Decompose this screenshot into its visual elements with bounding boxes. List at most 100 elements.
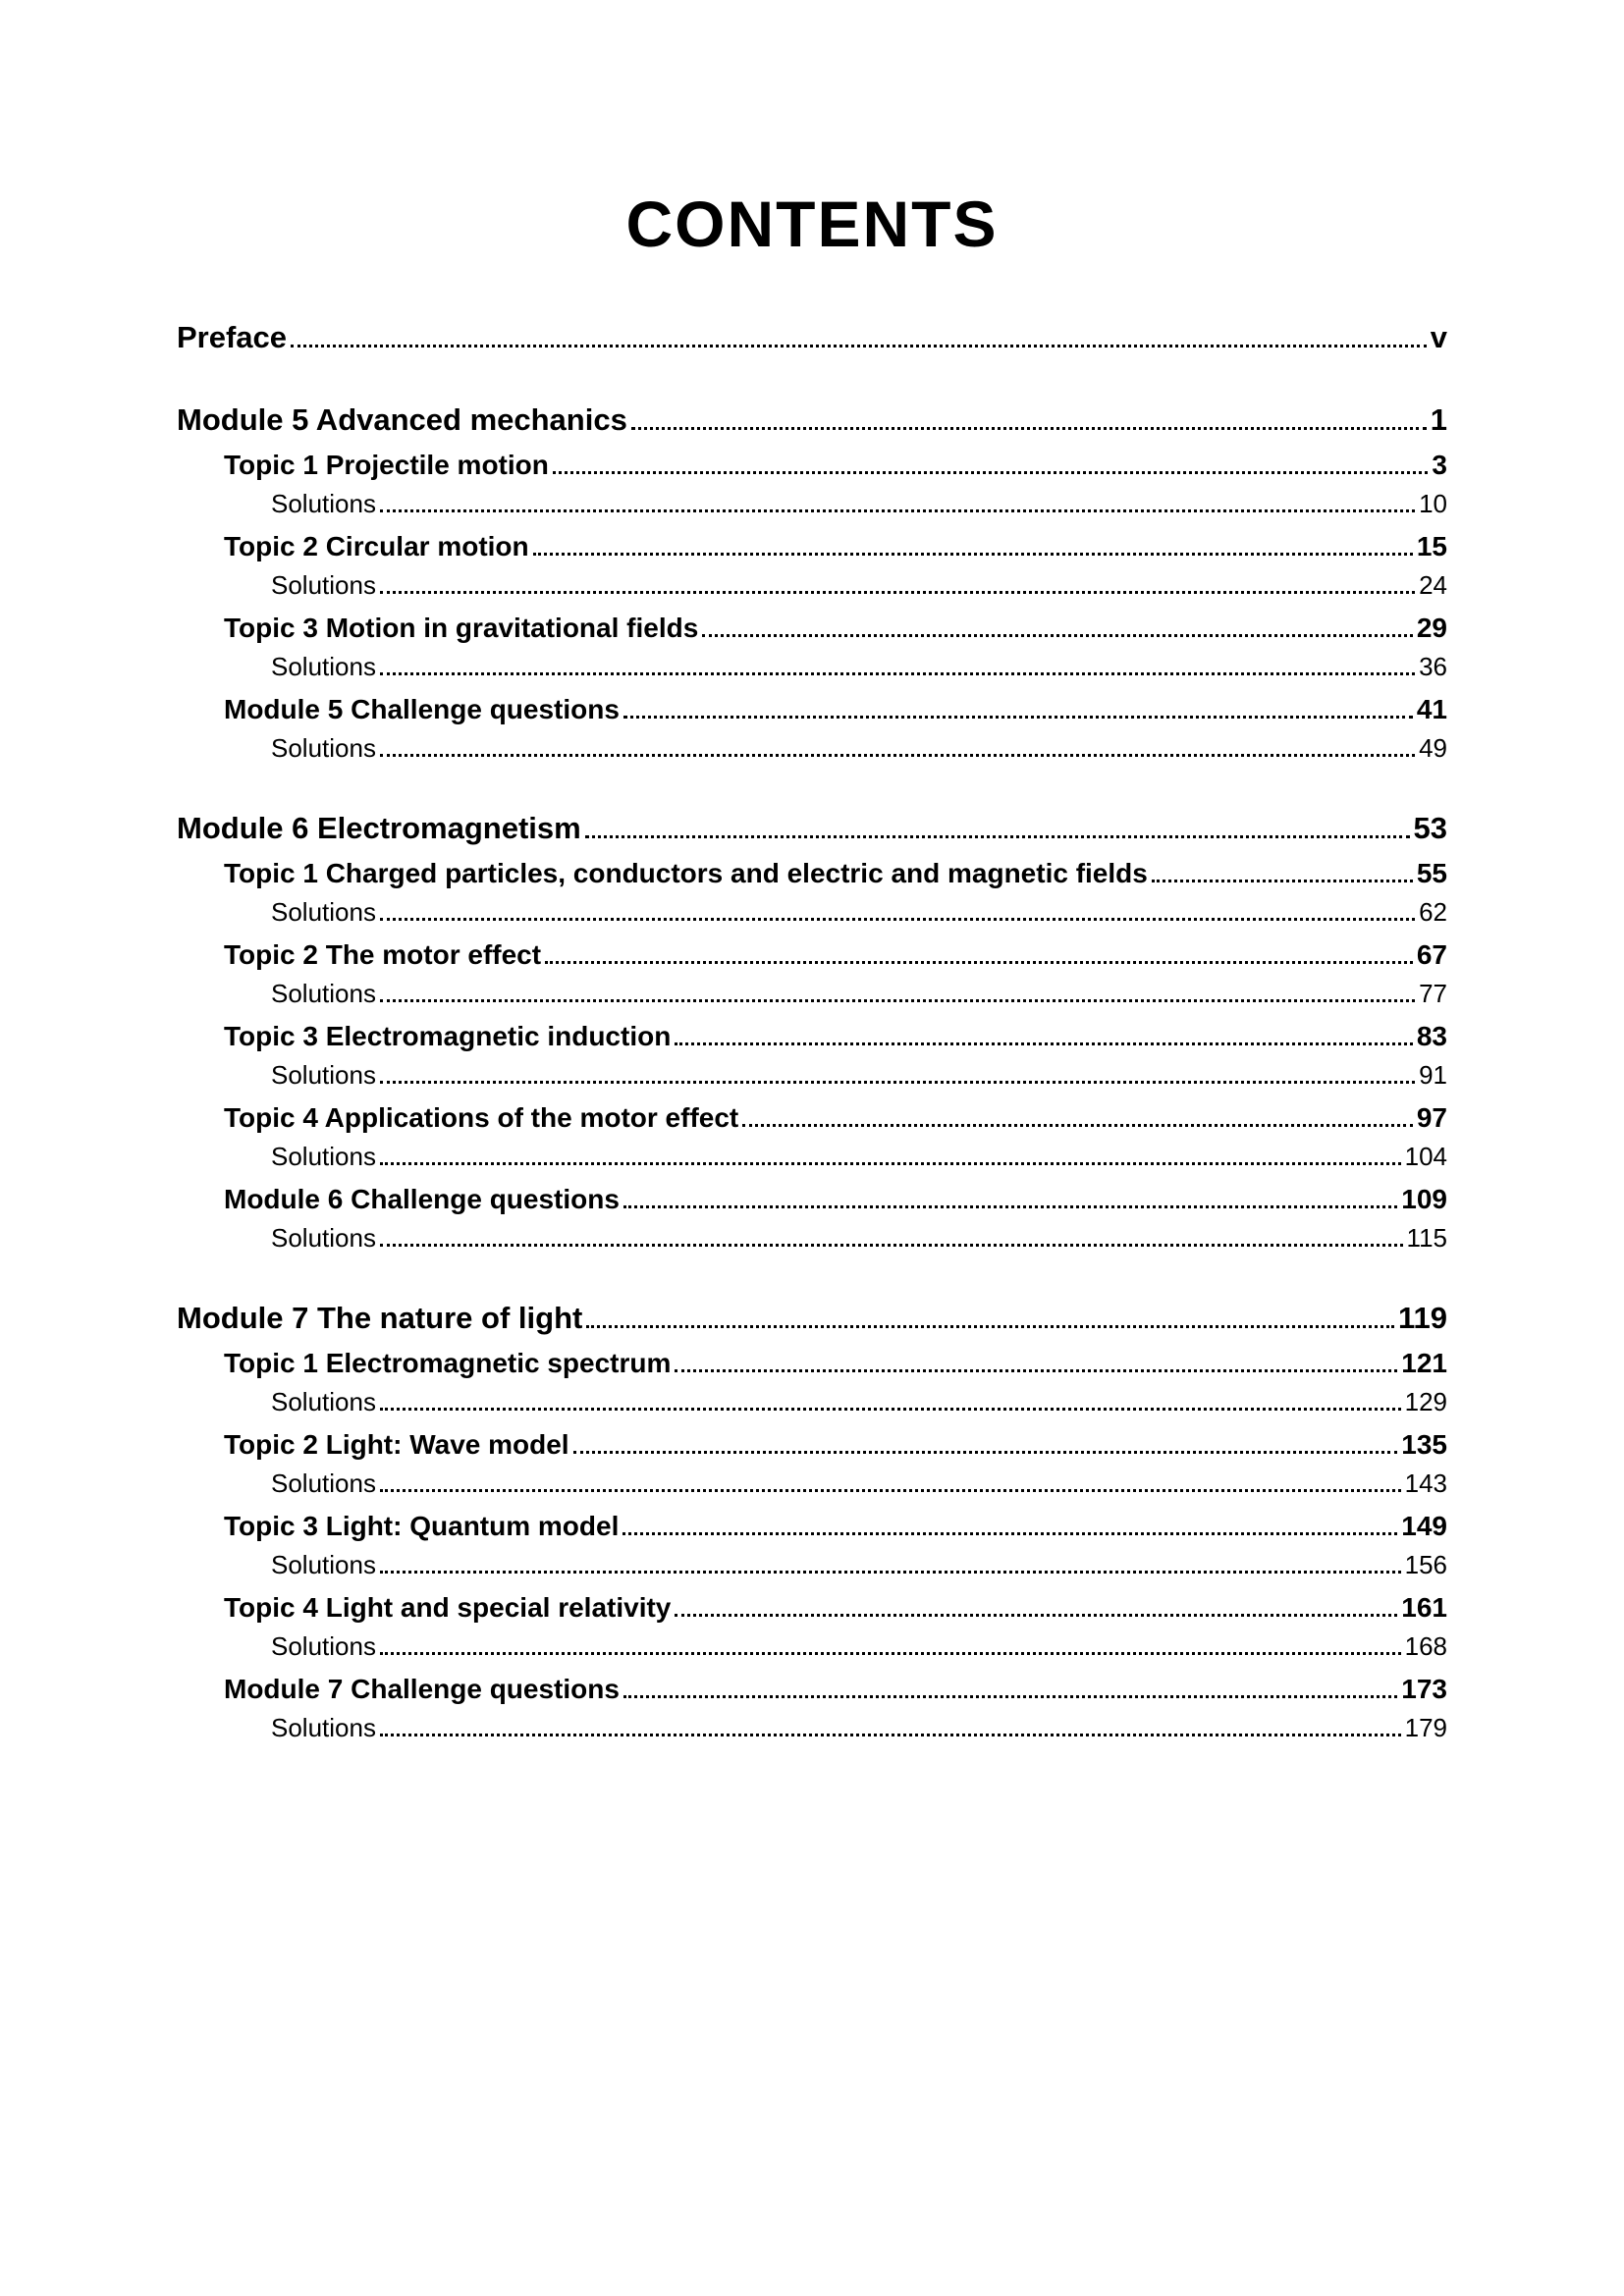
toc-entry-page: 156	[1405, 1550, 1447, 1580]
dot-leader	[573, 1451, 1398, 1454]
toc-entry-label: Solutions	[271, 652, 376, 682]
toc-entry-label: Solutions	[271, 1550, 376, 1580]
dot-leader	[675, 1042, 1413, 1045]
toc-entry: Solutions 36	[271, 652, 1447, 682]
toc-entry-page: 83	[1417, 1021, 1447, 1052]
toc-entry: Topic 1 Charged particles, conductors an…	[224, 858, 1447, 889]
toc-entry: Module 6 Electromagnetism 53	[177, 811, 1447, 846]
toc-entry: Topic 2 Light: Wave model 135	[224, 1429, 1447, 1461]
toc-entry-label: Topic 2 The motor effect	[224, 939, 541, 971]
dot-leader	[380, 1162, 1401, 1165]
toc-entry-label: Solutions	[271, 1142, 376, 1172]
toc-entry-page: 161	[1401, 1592, 1447, 1624]
toc-entry-page: 104	[1405, 1142, 1447, 1172]
toc-entry: Prefacev	[177, 320, 1447, 355]
dot-leader	[291, 345, 1427, 347]
dot-leader	[380, 1489, 1401, 1492]
toc-entry-label: Topic 2 Light: Wave model	[224, 1429, 569, 1461]
toc-entry: Topic 2 Circular motion15	[224, 531, 1447, 562]
dot-leader	[380, 1244, 1403, 1247]
toc-entry: Solutions91	[271, 1060, 1447, 1091]
toc-entry: Module 7 The nature of light119	[177, 1301, 1447, 1336]
toc-entry-label: Solutions	[271, 1387, 376, 1417]
toc-entry: Topic 3 Electromagnetic induction83	[224, 1021, 1447, 1052]
toc-entry: Topic 4 Applications of the motor effect…	[224, 1102, 1447, 1134]
toc-entry-label: Solutions	[271, 570, 376, 601]
toc-entry-label: Solutions	[271, 897, 376, 928]
dot-leader	[623, 1695, 1397, 1698]
toc-entry-page: 173	[1401, 1674, 1447, 1705]
dot-leader	[585, 835, 1410, 838]
toc-entry: Solutions 77	[271, 979, 1447, 1009]
toc-entry-page: 129	[1405, 1387, 1447, 1417]
dot-leader	[380, 754, 1415, 757]
toc-entry-page: 10	[1419, 489, 1447, 519]
toc-entry: Solutions 104	[271, 1142, 1447, 1172]
toc-entry: Module 5 Challenge questions 41	[224, 694, 1447, 725]
toc-entry-page: 3	[1432, 450, 1447, 481]
toc-entry-page: 36	[1419, 652, 1447, 682]
toc-entry-label: Module 7 The nature of light	[177, 1301, 582, 1336]
toc-entry-label: Module 6 Electromagnetism	[177, 811, 581, 846]
toc-entry-page: 135	[1401, 1429, 1447, 1461]
dot-leader	[553, 471, 1429, 474]
toc-entry-page: 41	[1417, 694, 1447, 725]
toc-entry-label: Solutions	[271, 1223, 376, 1254]
toc-entry-page: v	[1431, 320, 1447, 355]
toc-entry-page: 77	[1419, 979, 1447, 1009]
toc-entry-page: 149	[1401, 1511, 1447, 1542]
toc-entry-label: Module 5 Advanced mechanics	[177, 402, 627, 438]
dot-leader	[380, 918, 1415, 921]
dot-leader	[380, 509, 1415, 512]
toc-entry: Topic 1 Electromagnetic spectrum121	[224, 1348, 1447, 1379]
dot-leader	[586, 1325, 1394, 1328]
toc-entry: Topic 3 Motion in gravitational fields 29	[224, 613, 1447, 644]
dot-leader	[623, 716, 1413, 719]
toc-entry-page: 29	[1417, 613, 1447, 644]
toc-entry-label: Module 7 Challenge questions	[224, 1674, 620, 1705]
toc-entry-label: Topic 2 Circular motion	[224, 531, 529, 562]
toc-entry-label: Solutions	[271, 489, 376, 519]
dot-leader	[742, 1124, 1413, 1127]
dot-leader	[702, 634, 1413, 637]
toc-entry-label: Topic 1 Charged particles, conductors an…	[224, 858, 1148, 889]
toc-entry-label: Solutions	[271, 979, 376, 1009]
toc-entry-page: 55	[1417, 858, 1447, 889]
toc-entry: Module 7 Challenge questions 173	[224, 1674, 1447, 1705]
toc-entry: Solutions 10	[271, 489, 1447, 519]
toc-entry-page: 109	[1401, 1184, 1447, 1215]
toc-entry-page: 62	[1419, 897, 1447, 928]
dot-leader	[380, 1408, 1401, 1411]
toc-entry-label: Solutions	[271, 1631, 376, 1662]
toc-entry-page: 49	[1419, 733, 1447, 764]
toc-entry: Solutions143	[271, 1468, 1447, 1499]
toc-entry: Topic 4 Light and special relativity 161	[224, 1592, 1447, 1624]
toc-entry-page: 1	[1431, 402, 1447, 438]
toc-entry: Solutions115	[271, 1223, 1447, 1254]
toc-entry: Topic 2 The motor effect67	[224, 939, 1447, 971]
toc-entry-label: Module 5 Challenge questions	[224, 694, 620, 725]
dot-leader	[545, 961, 1413, 964]
toc-entry-page: 53	[1414, 811, 1447, 846]
toc-entry: Solutions24	[271, 570, 1447, 601]
toc-entry-label: Module 6 Challenge questions	[224, 1184, 620, 1215]
dot-leader	[380, 1081, 1415, 1084]
toc-entry: Solutions 129	[271, 1387, 1447, 1417]
dot-leader	[380, 672, 1415, 675]
toc-entry-page: 121	[1401, 1348, 1447, 1379]
toc-entry-label: Solutions	[271, 1713, 376, 1743]
toc-entry: Topic 1 Projectile motion3	[224, 450, 1447, 481]
toc-entry-label: Topic 3 Motion in gravitational fields	[224, 613, 698, 644]
toc-entry-label: Topic 4 Light and special relativity	[224, 1592, 671, 1624]
dot-leader	[675, 1369, 1397, 1372]
dot-leader	[631, 427, 1427, 430]
toc-entry-label: Solutions	[271, 1468, 376, 1499]
dot-leader	[380, 1652, 1401, 1655]
toc-entry-page: 97	[1417, 1102, 1447, 1134]
dot-leader	[623, 1205, 1397, 1208]
dot-leader	[533, 553, 1413, 556]
dot-leader	[380, 999, 1415, 1002]
table-of-contents: Prefacev Module 5 Advanced mechanics 1 Topi…	[177, 320, 1447, 1743]
toc-entry: Solutions179	[271, 1713, 1447, 1743]
toc-entry-label: Solutions	[271, 1060, 376, 1091]
